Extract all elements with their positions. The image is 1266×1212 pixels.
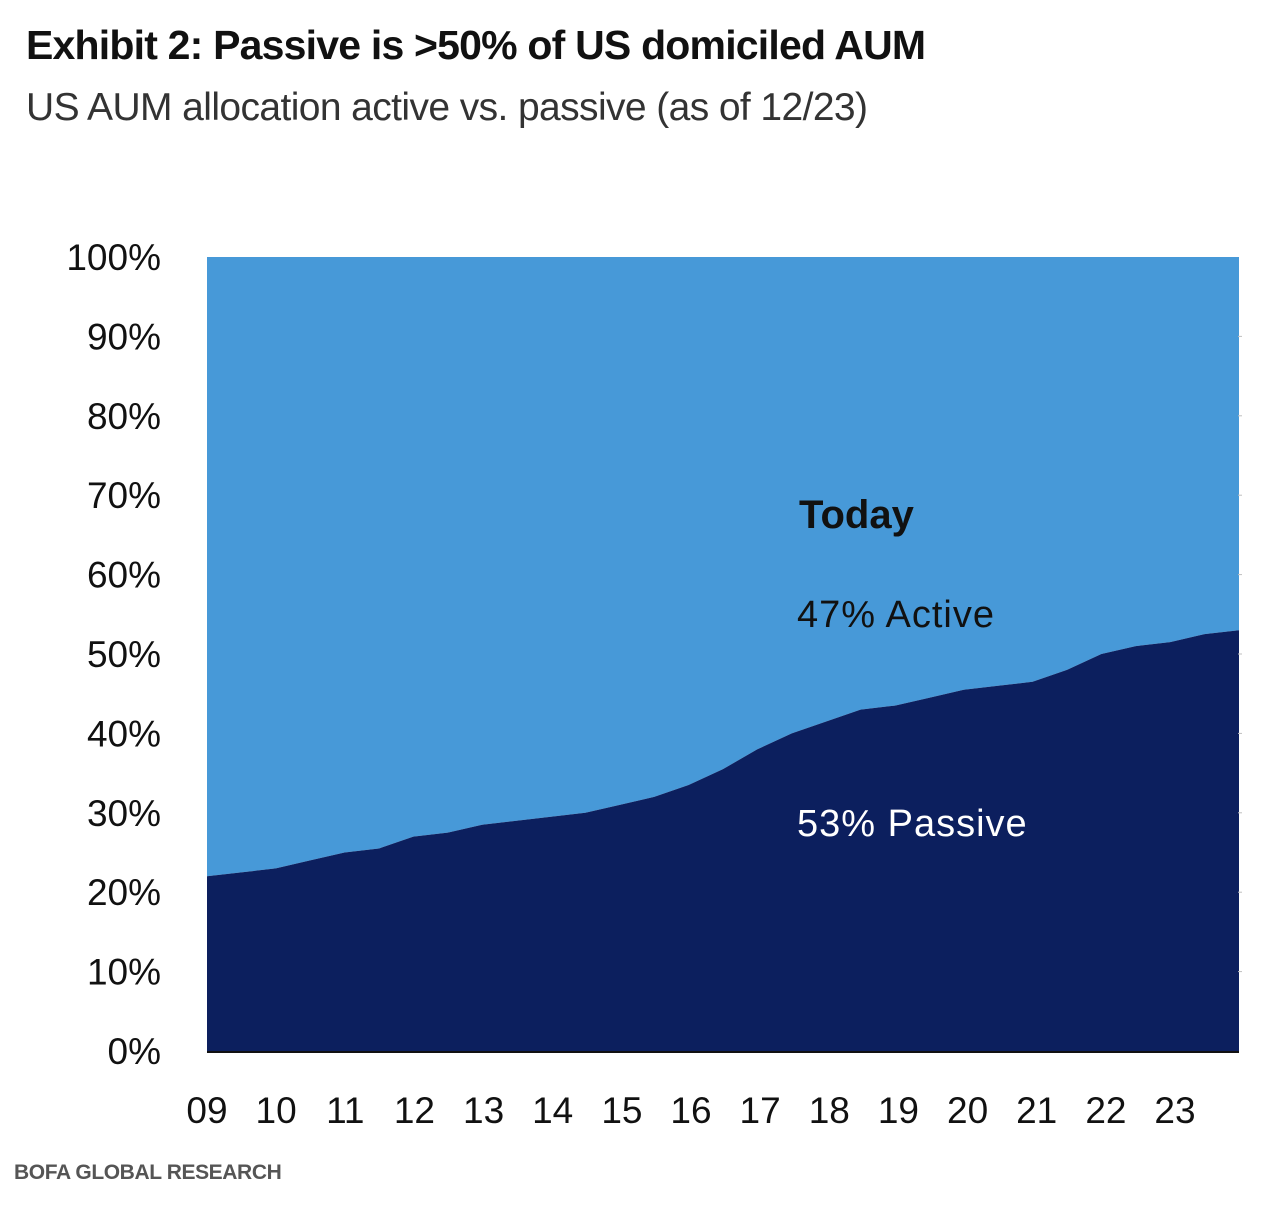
area-chart: 0% 10% 20% 30% 40% 50% 60% 70% 80% 90% 100% 09 10 11… — [66, 237, 1242, 1131]
x-tick-label: 13 — [463, 1090, 504, 1131]
chart-title: Exhibit 2: Passive is >50% of US domicil… — [26, 22, 926, 68]
x-axis-tick-labels: 09 10 11 12 13 14 15 16 17 18 19 20 21 22 23 — [186, 1090, 1195, 1131]
x-tick-label: 20 — [947, 1090, 988, 1131]
y-tick-label: 90% — [87, 316, 161, 357]
x-tick-label: 21 — [1016, 1090, 1057, 1131]
plot-areas — [207, 257, 1239, 1051]
series-area-active — [207, 257, 1239, 877]
x-tick-label: 09 — [186, 1090, 227, 1131]
x-tick-label: 18 — [809, 1090, 850, 1131]
x-tick-label: 23 — [1154, 1090, 1195, 1131]
y-tick-label: 0% — [108, 1031, 161, 1072]
x-tick-label: 22 — [1085, 1090, 1126, 1131]
series-area-passive — [207, 630, 1239, 1051]
x-tick-label: 10 — [256, 1090, 297, 1131]
x-tick-label: 12 — [394, 1090, 435, 1131]
x-tick-label: 11 — [326, 1090, 364, 1131]
annotation-active-share: 47% Active — [797, 594, 995, 636]
y-tick-label: 60% — [87, 555, 161, 596]
y-tick-label: 70% — [87, 475, 161, 516]
annotation-passive-share: 53% Passive — [797, 803, 1028, 845]
x-tick-label: 14 — [532, 1090, 573, 1131]
y-tick-label: 100% — [66, 237, 161, 278]
y-tick-label: 20% — [87, 872, 161, 913]
y-axis-tick-labels: 0% 10% 20% 30% 40% 50% 60% 70% 80% 90% 100% — [66, 237, 161, 1072]
right-axis-ticks — [1238, 335, 1242, 973]
x-tick-label: 15 — [601, 1090, 642, 1131]
source-label: BOFA GLOBAL RESEARCH — [14, 1161, 282, 1184]
chart-subtitle: US AUM allocation active vs. passive (as… — [26, 86, 868, 129]
y-tick-label: 40% — [87, 713, 161, 754]
y-tick-label: 30% — [87, 793, 161, 834]
y-tick-label: 80% — [87, 396, 161, 437]
y-tick-label: 50% — [87, 634, 161, 675]
x-tick-label: 16 — [670, 1090, 711, 1131]
y-tick-label: 10% — [87, 952, 161, 993]
annotation-today: Today — [799, 493, 915, 537]
x-tick-label: 19 — [878, 1090, 919, 1131]
x-tick-label: 17 — [740, 1090, 781, 1131]
